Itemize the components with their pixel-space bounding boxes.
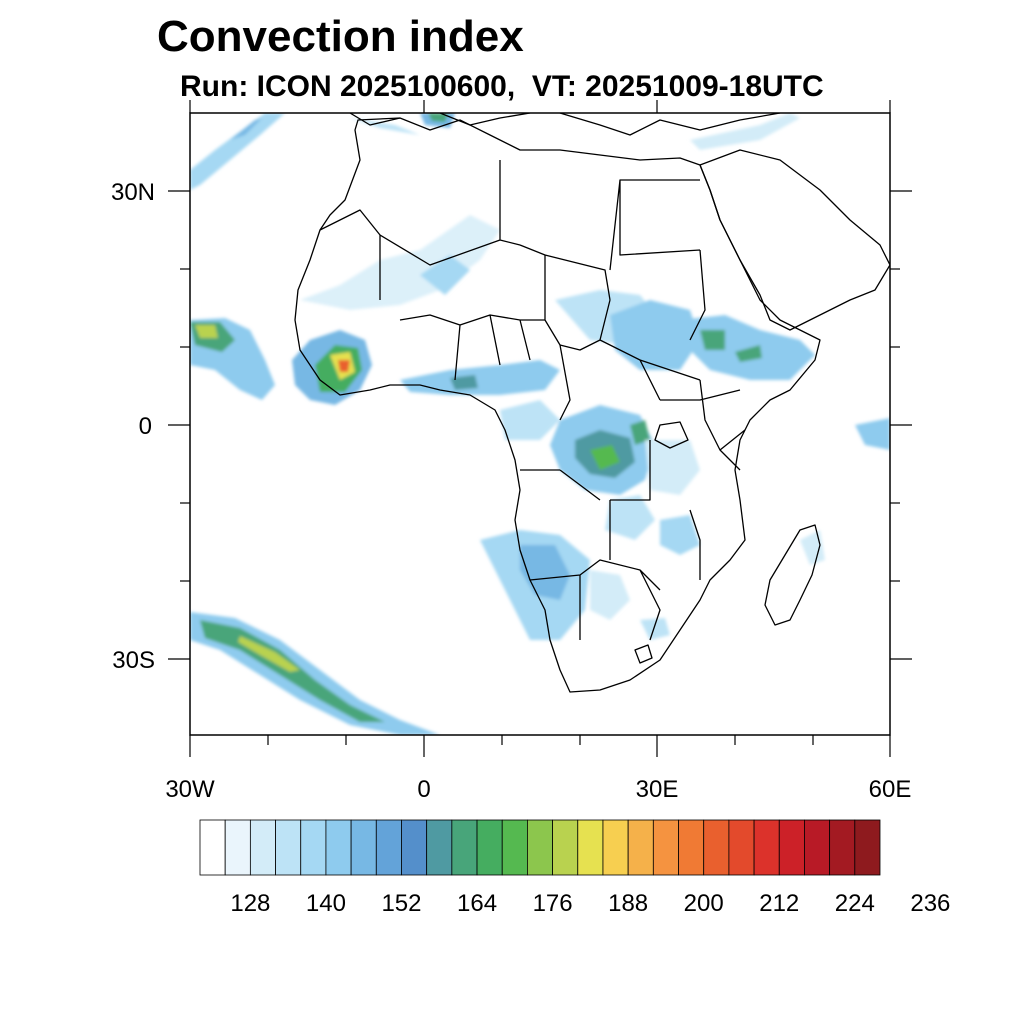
colorbar-swatch	[401, 819, 428, 876]
colorbar-swatch	[300, 819, 327, 876]
colorbar-tick-label: 140	[306, 890, 346, 917]
cell-nw-streak-core	[230, 118, 262, 140]
colorbar-swatch	[854, 819, 881, 876]
colorbar-swatch	[275, 819, 302, 876]
colorbar-swatch	[627, 819, 654, 876]
cell-guinea-max	[338, 360, 350, 372]
colorbar-tick-label: 176	[533, 890, 573, 917]
cell-zambia	[605, 495, 655, 540]
colorbar-swatch	[577, 819, 604, 876]
colorbar-tick-label: 200	[684, 890, 724, 917]
cell-frontal-peak	[238, 636, 300, 672]
cell-sa-east	[640, 618, 670, 640]
colorbar-swatch	[778, 819, 805, 876]
cell-ethiopia-core2	[735, 345, 762, 362]
chart-subtitle: Run: ICON 2025100600, VT: 20251009-18UTC	[180, 70, 824, 103]
colorbar-swatch	[426, 819, 453, 876]
lat-tick-30n: 30N	[111, 179, 155, 206]
convection-field	[190, 113, 890, 735]
cell-ne	[690, 113, 800, 150]
colorbar-swatch	[728, 819, 755, 876]
colorbar-tick-label: 212	[759, 890, 799, 917]
arabia-coast	[699, 149, 890, 331]
colorbar-swatch	[829, 819, 856, 876]
lake-victoria	[654, 421, 689, 449]
cell-sudan	[610, 300, 700, 370]
colorbar-tick-label: 128	[230, 890, 270, 917]
colorbar-swatch	[325, 819, 352, 876]
colorbar-swatch	[199, 819, 226, 876]
cell-atlantic-w-peak	[195, 325, 218, 338]
colorbar-tick-label: 224	[835, 890, 875, 917]
cell-gulf-core	[450, 375, 478, 390]
colorbar-tick-label: 152	[381, 890, 421, 917]
colorbar-labels: 128 140 152 164 176 188 200 212 224 236	[230, 890, 950, 917]
lesotho-border	[634, 644, 653, 664]
cell-nw-streak	[190, 113, 285, 190]
cell-med-core	[428, 113, 448, 122]
colorbar-swatch	[552, 819, 579, 876]
lat-tick-0: 0	[139, 413, 152, 440]
cell-congo-east	[630, 420, 650, 445]
cell-ethiopia-core	[700, 330, 725, 350]
cell-sahel-light	[300, 215, 500, 310]
cell-congo-peak	[590, 445, 620, 470]
lon-tick-30w: 30W	[165, 776, 215, 803]
colorbar-swatch	[678, 819, 705, 876]
madagascar-coast	[764, 524, 821, 626]
colorbar-swatch	[703, 819, 730, 876]
cell-botswana	[590, 570, 630, 620]
colorbar	[199, 819, 881, 876]
colorbar-swatch	[753, 819, 780, 876]
colorbar-swatch	[249, 819, 276, 876]
colorbar-swatch	[804, 819, 831, 876]
lat-tick-30s: 30S	[112, 647, 155, 674]
colorbar-tick-label: 188	[608, 890, 648, 917]
colorbar-swatch	[501, 819, 528, 876]
cell-ethiopia	[680, 315, 815, 380]
lon-tick-0: 0	[417, 776, 430, 803]
cell-madagascar-e	[800, 530, 825, 565]
cell-indian-ocean	[855, 418, 890, 450]
chart-title: Convection index	[157, 12, 524, 61]
colorbar-swatch	[527, 819, 553, 876]
cell-eac	[645, 440, 700, 495]
axis-ticks	[168, 100, 912, 757]
europe-coast	[349, 113, 781, 136]
cell-sahel-1	[420, 255, 470, 295]
colorbar-swatch	[451, 819, 478, 876]
cell-gulf	[400, 360, 560, 395]
lon-tick-30e: 30E	[636, 776, 679, 803]
cell-malawi	[660, 515, 700, 555]
colorbar-swatch	[375, 819, 402, 876]
cell-cameroon	[500, 400, 560, 440]
coastlines	[294, 113, 890, 693]
lon-tick-60e: 60E	[869, 776, 912, 803]
map-frame	[189, 112, 891, 736]
colorbar-swatch	[350, 819, 377, 876]
colorbar-tick-label: 236	[910, 890, 950, 917]
country-borders	[319, 160, 746, 641]
colorbar-swatch	[476, 819, 503, 876]
colorbar-swatch	[602, 819, 629, 876]
colorbar-swatch	[652, 819, 679, 876]
colorbar-tick-label: 164	[457, 890, 497, 917]
colorbar-swatch	[224, 819, 251, 876]
cell-med-west	[350, 118, 420, 135]
